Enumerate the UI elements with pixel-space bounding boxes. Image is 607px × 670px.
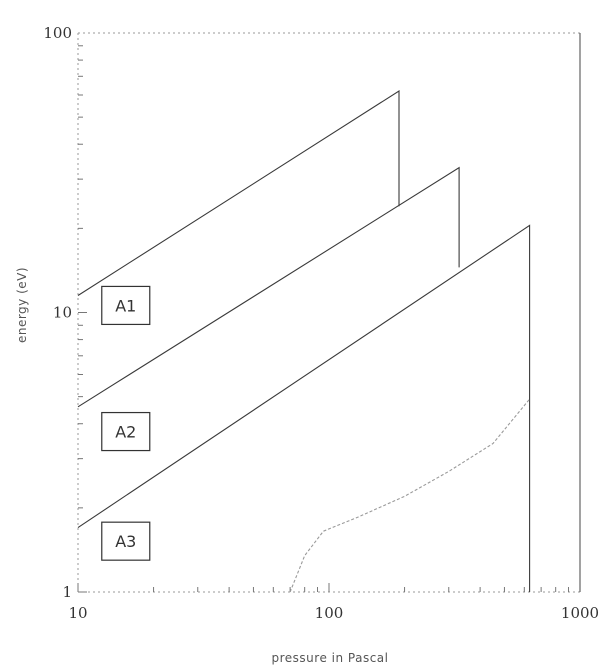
series-line-a1 [77,89,400,296]
y-tick-label: 1 [62,583,72,601]
series-line-a3 [77,224,531,592]
series-line-a2 [77,166,460,408]
region-label-a2: A2 [101,411,151,452]
x-tick-label: 100 [315,604,344,622]
region-label-text: A2 [115,423,136,442]
region-label-a1: A1 [101,285,151,326]
y-axis-label: energy (eV) [15,267,29,343]
region-label-box [101,521,151,561]
axis-ticks [77,45,570,593]
region-annotations: A1 A2 A3 [101,285,151,561]
x-tick-label: 10 [68,604,87,622]
series-layer [77,89,531,593]
x-tick-label: 1000 [561,604,599,622]
region-label-box [101,285,151,326]
series-line-unlabeled [289,398,531,593]
y-tick-label: 10 [53,304,72,322]
y-tick-label: 100 [43,24,72,42]
plot-frame [77,32,581,593]
region-label-text: A1 [115,296,136,315]
region-label-box [101,411,151,452]
tick-labels: 10 100 1000 1 10 100 [43,24,599,622]
x-axis-label: pressure in Pascal [272,651,389,665]
region-label-text: A3 [115,532,136,551]
region-label-a3: A3 [101,521,151,561]
